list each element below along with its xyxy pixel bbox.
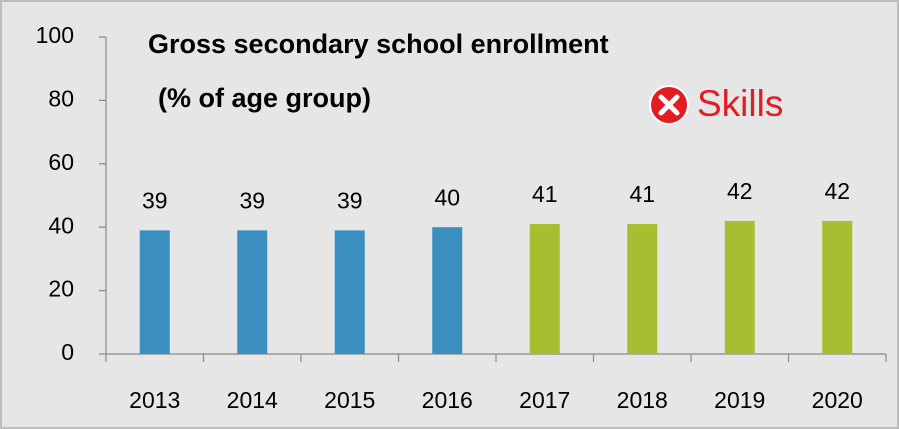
x-tick-label: 2016	[422, 387, 473, 413]
chart-subtitle: (% of age group)	[158, 83, 371, 113]
x-tick-label: 2015	[324, 387, 375, 413]
x-tick-label: 2020	[812, 387, 863, 413]
x-tick-label: 2014	[227, 387, 278, 413]
x-tick-label: 2017	[519, 387, 570, 413]
value-label: 39	[142, 187, 168, 213]
y-tick-label: 0	[61, 339, 74, 365]
value-label: 40	[434, 184, 460, 210]
x-tick-label: 2019	[714, 387, 765, 413]
y-tick-label: 100	[36, 22, 74, 48]
y-tick-label: 40	[48, 212, 74, 238]
bar	[627, 224, 658, 354]
bar	[334, 230, 365, 354]
value-label: 39	[337, 187, 363, 213]
value-label: 41	[629, 181, 655, 207]
x-tick-label: 2018	[617, 387, 668, 413]
bar	[529, 224, 560, 354]
bar	[724, 220, 755, 354]
bar	[822, 220, 853, 354]
y-tick-label: 80	[48, 85, 74, 111]
skills-icon	[649, 85, 689, 125]
annotation: Skills	[697, 83, 783, 124]
value-label: 42	[824, 178, 850, 204]
y-tick-label: 60	[48, 149, 74, 175]
x-tick-label: 2013	[129, 387, 180, 413]
bar	[139, 230, 170, 354]
value-label: 41	[532, 181, 558, 207]
value-label: 42	[727, 178, 753, 204]
chart-title: Gross secondary school enrollment	[148, 29, 609, 59]
bar	[237, 230, 268, 354]
value-label: 39	[239, 187, 265, 213]
bar	[432, 227, 463, 354]
y-tick-label: 20	[48, 276, 74, 302]
